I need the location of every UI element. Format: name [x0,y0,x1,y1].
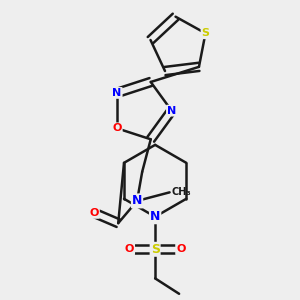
Text: N: N [167,106,176,116]
Text: N: N [112,88,122,98]
Text: O: O [112,123,122,133]
Text: S: S [151,243,160,256]
Text: O: O [176,244,185,254]
Text: O: O [90,208,99,218]
Text: CH₃: CH₃ [171,187,191,197]
Text: S: S [202,28,209,38]
Text: O: O [125,244,134,254]
Text: N: N [132,194,142,207]
Text: N: N [150,210,160,223]
